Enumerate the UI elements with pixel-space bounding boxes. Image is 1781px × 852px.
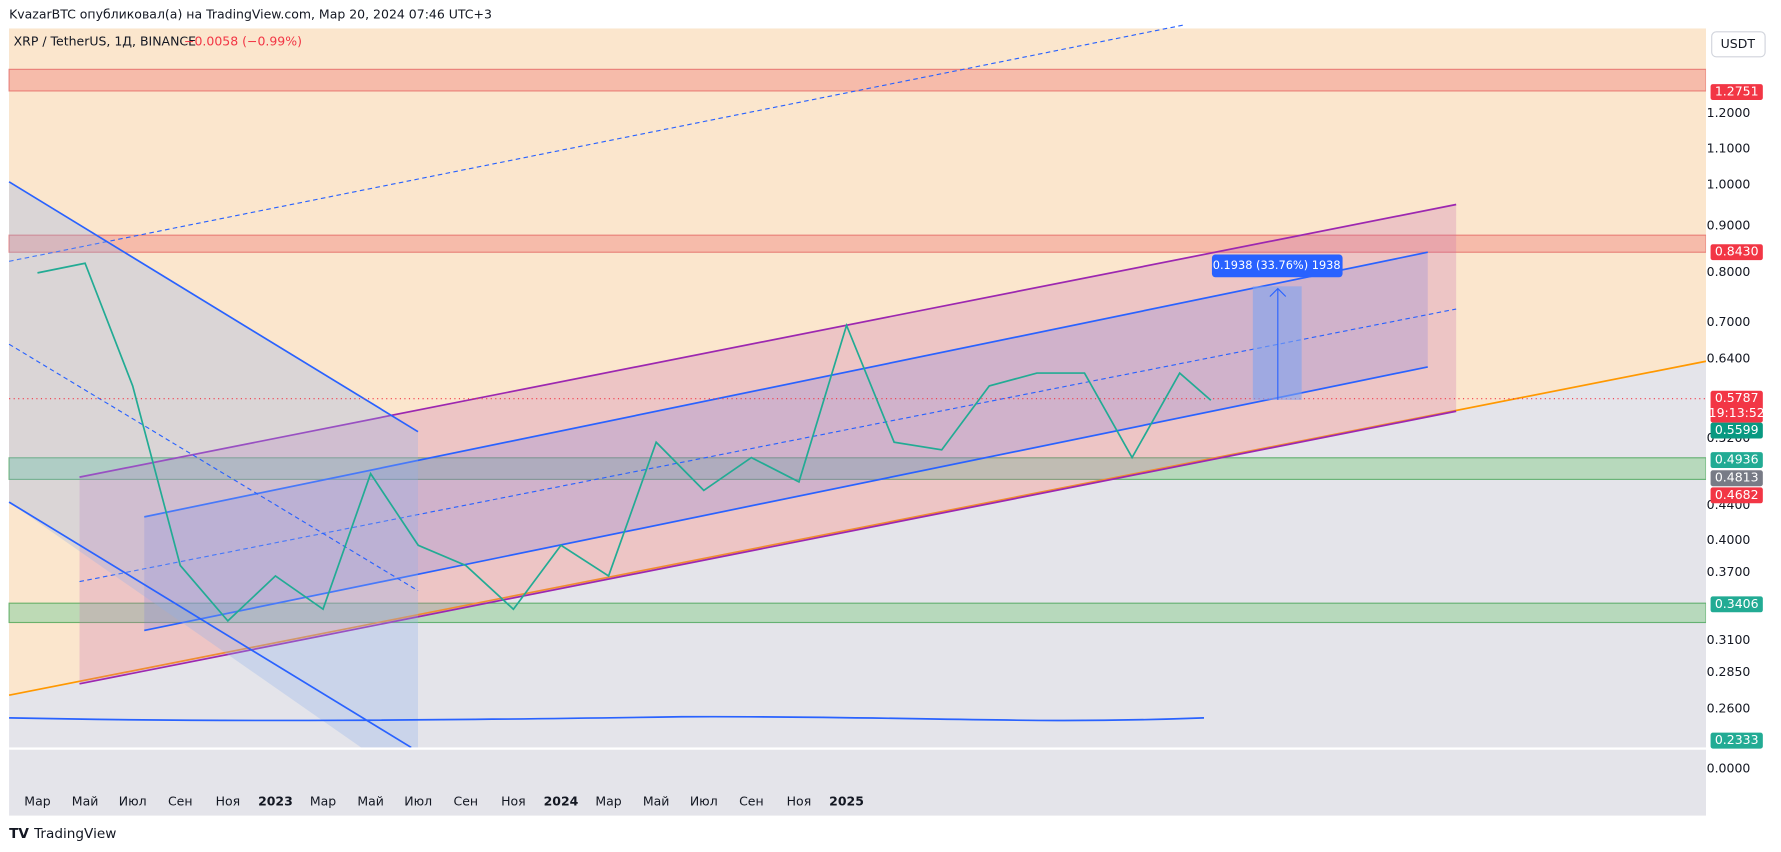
time-label: Июл <box>404 793 432 808</box>
price-badge-label: 0.4682 <box>1715 487 1759 502</box>
dashed-line <box>8 24 1184 262</box>
price-badge <box>1710 84 1763 101</box>
price-badge <box>1710 452 1763 469</box>
upper-bg <box>9 28 1707 696</box>
price-badge-label: 0.4936 <box>1715 452 1759 467</box>
price-label: 0.4000 <box>1707 532 1751 547</box>
channel-line <box>79 410 1457 685</box>
price-badge <box>1710 487 1763 504</box>
time-label: 2025 <box>829 793 864 808</box>
price-badge-label: 0.5787 <box>1715 390 1759 405</box>
price-badge-label: 1.2751 <box>1715 84 1759 99</box>
symbol: XRP / TetherUS, 1Д, BINANCE <box>14 34 197 49</box>
pane-divider <box>9 747 1707 750</box>
price-label: 0.0000 <box>1707 761 1751 776</box>
price-label: 0.2850 <box>1707 664 1751 679</box>
channel-line <box>144 366 1428 632</box>
price-label: 0.3100 <box>1707 632 1751 647</box>
time-label: Май <box>357 793 384 808</box>
price-label: 0.7000 <box>1707 314 1751 329</box>
price-badge <box>1710 244 1763 261</box>
symbol-change: −0.0058 (−0.99%) <box>184 34 302 49</box>
time-label: Ноя <box>787 793 812 808</box>
price-label: 0.2600 <box>1707 700 1751 715</box>
time-label: Сен <box>739 793 764 808</box>
price-badge-label: 0.5599 <box>1715 422 1759 437</box>
logo: TV <box>9 826 29 842</box>
time-label: Июл <box>119 793 147 808</box>
price-badge-label: 0.8430 <box>1715 244 1759 259</box>
time-label: Мар <box>310 793 336 808</box>
time-label: Ноя <box>216 793 241 808</box>
time-label: Май <box>643 793 670 808</box>
resistance-zone <box>8 68 1707 92</box>
price-label: 0.9000 <box>1707 218 1751 233</box>
price-label: 0.6400 <box>1707 350 1751 365</box>
price-badge <box>1710 390 1763 423</box>
price-label: 1.2000 <box>1707 105 1751 120</box>
measure-label: 0.1938 (33.76%) 1938 <box>1213 258 1341 272</box>
currency-label[interactable]: USDT <box>1721 36 1756 51</box>
mid-line <box>79 308 1457 583</box>
footer: TradingView <box>33 826 116 842</box>
time-label: 2024 <box>544 793 579 808</box>
channel-line <box>79 203 1457 478</box>
measure-label-bg <box>1211 254 1343 278</box>
time-label: Мар <box>595 793 621 808</box>
time-label: Сен <box>168 793 193 808</box>
price-badge-timer: 19:13:52 <box>1709 405 1765 420</box>
measure-arrow <box>1269 287 1287 297</box>
price-label: 0.8000 <box>1707 264 1751 279</box>
time-label: Май <box>72 793 99 808</box>
price-badge <box>1710 596 1763 613</box>
price-label: 1.1000 <box>1707 140 1751 155</box>
price-label: 0.3700 <box>1707 564 1751 579</box>
channel-line <box>8 181 419 433</box>
time-label: Мар <box>24 793 50 808</box>
price-badge <box>1710 470 1763 487</box>
price-badge <box>1710 422 1763 439</box>
down-channel <box>9 181 418 748</box>
chart-area: 0.1938 (33.76%) 1938 XRP / TetherUS, 1Д,… <box>8 24 1707 816</box>
volume-ma <box>9 715 1205 722</box>
header: KvazarBTC опубликовал(а) на TradingView.… <box>9 6 492 21</box>
time-label: Ноя <box>501 793 526 808</box>
channel <box>79 204 1457 684</box>
channel-line <box>144 251 1428 518</box>
time-label: Июл <box>690 793 718 808</box>
price-badge-label: 0.3406 <box>1715 596 1759 611</box>
price-badge-label: 0.4813 <box>1715 470 1759 485</box>
price-badge-label: 0.2333 <box>1715 732 1759 747</box>
channel <box>144 252 1428 631</box>
channel-line <box>8 501 412 749</box>
time-label: Сен <box>454 793 479 808</box>
price-badge <box>1710 732 1763 749</box>
time-label: 2023 <box>258 793 293 808</box>
currency-button[interactable] <box>1711 31 1766 58</box>
price-label: 1.0000 <box>1707 177 1751 192</box>
dashed-line <box>8 343 419 592</box>
price-path <box>37 262 1212 623</box>
